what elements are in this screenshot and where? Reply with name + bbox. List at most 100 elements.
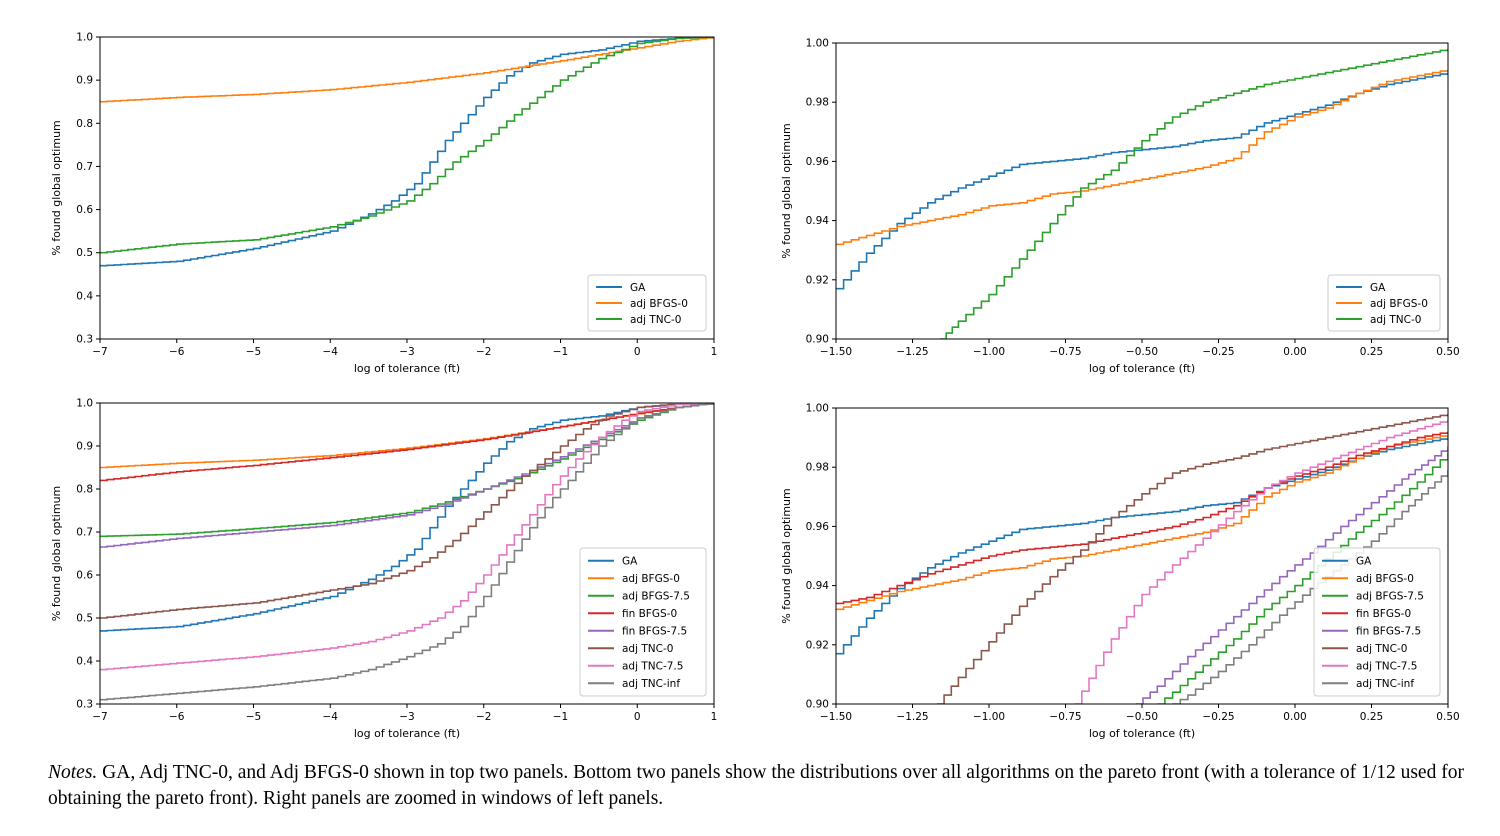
legend-label: GA: [622, 556, 638, 568]
series-line-adj-tnc-inf: [100, 403, 714, 701]
x-tick-label: 0.25: [1360, 346, 1383, 358]
series-line-fin-bfgs-7-5: [1135, 446, 1448, 704]
legend-label: fin BFGS-0: [1356, 608, 1411, 620]
x-axis-label: log of tolerance (ft): [1089, 362, 1195, 375]
y-tick-label: 0.3: [76, 334, 93, 346]
series-group: [100, 403, 714, 701]
legend-label: adj TNC-7.5: [622, 661, 683, 673]
series-group: [836, 413, 1448, 704]
x-tick-label: −6: [169, 346, 185, 358]
series-group: [100, 37, 714, 267]
series-line-adj-tnc-7-5: [100, 403, 714, 671]
series-line-ga: [100, 37, 714, 267]
legend-label: fin BFGS-7.5: [622, 626, 687, 638]
x-tick-label: −0.50: [1126, 711, 1158, 723]
series-line-adj-tnc-0: [940, 48, 1448, 339]
y-tick-label: 1.00: [806, 38, 829, 50]
x-tick-label: 0: [634, 346, 641, 358]
x-tick-label: −3: [399, 711, 414, 723]
y-tick-label: 1.0: [76, 32, 93, 44]
x-tick-label: −4: [323, 346, 339, 358]
legend-box: [587, 274, 707, 332]
legend: GA adj BFGS-0 adj TNC-0: [1327, 274, 1441, 332]
y-tick-label: 1.0: [76, 398, 93, 410]
x-tick-label: −2: [476, 346, 491, 358]
x-tick-label: −0.25: [1202, 346, 1234, 358]
y-tick-label: 0.5: [76, 613, 93, 625]
y-tick-label: 0.8: [76, 484, 93, 496]
x-tick-label: −0.75: [1049, 711, 1081, 723]
legend-label: adj TNC-inf: [1356, 678, 1414, 690]
x-tick-label: 0.00: [1283, 346, 1306, 358]
y-tick-label: 0.94: [806, 215, 830, 227]
x-tick-label: 1: [711, 346, 718, 358]
notes-lead: Notes.: [48, 762, 98, 783]
x-tick-label: −1.50: [820, 346, 852, 358]
legend-box: [1313, 547, 1441, 697]
y-axis-label: % found global optimum: [780, 123, 793, 259]
x-axis-label: log of tolerance (ft): [354, 362, 460, 375]
figure: −7 −6 −5 −4 −3 −2 −1 0 1 0.3 0.4 0.5 0.6 0.7 0.8 0.9 1.0…: [50, 32, 1460, 741]
y-axis-label: % found global optimum: [780, 488, 793, 624]
x-tick-label: −1.00: [973, 711, 1005, 723]
series-line-ga: [100, 403, 714, 632]
legend-label: GA: [630, 282, 646, 294]
x-tick-label: −1: [553, 346, 568, 358]
x-tick-label: −1.50: [820, 711, 852, 723]
y-tick-label: 0.90: [806, 699, 829, 711]
series-line-adj-bfgs-0: [100, 37, 714, 103]
x-tick-label: 0.50: [1436, 346, 1459, 358]
legend-label: adj TNC-inf: [622, 678, 680, 690]
y-tick-label: 0.4: [76, 290, 93, 302]
notes-text: GA, Adj TNC-0, and Adj BFGS-0 shown in t…: [48, 762, 1464, 809]
x-tick-label: 1: [711, 711, 718, 723]
y-tick-label: 0.9: [76, 441, 93, 453]
x-tick-label: 0.00: [1283, 711, 1306, 723]
legend-box: [579, 547, 707, 697]
y-tick-label: 0.94: [806, 580, 830, 592]
x-tick-label: −0.25: [1202, 711, 1234, 723]
x-tick-label: −2: [476, 711, 491, 723]
series-line-adj-bfgs-7-5: [1157, 452, 1448, 704]
y-tick-label: 0.98: [806, 97, 829, 109]
x-tick-label: −5: [246, 711, 261, 723]
y-axis-label: % found global optimum: [50, 120, 63, 256]
y-tick-label: 0.4: [76, 656, 93, 668]
y-tick-label: 0.90: [806, 334, 829, 346]
y-tick-label: 0.92: [806, 274, 829, 286]
x-axis-label: log of tolerance (ft): [354, 727, 460, 740]
legend-label: fin BFGS-7.5: [1356, 626, 1421, 638]
legend: GA adj BFGS-0 adj BFGS-7.5 fin BFGS-0 fin BF…: [579, 547, 707, 697]
legend-label: adj TNC-0: [1356, 643, 1407, 655]
legend-label: fin BFGS-0: [622, 608, 677, 620]
series-line-adj-bfgs-0: [836, 434, 1448, 611]
legend-label: adj TNC-0: [622, 643, 673, 655]
x-tick-label: −0.50: [1126, 346, 1158, 358]
x-tick-label: 0.25: [1360, 711, 1383, 723]
series-line-adj-tnc-0: [937, 413, 1448, 704]
y-tick-label: 0.96: [806, 521, 830, 533]
y-tick-label: 0.5: [76, 247, 93, 259]
legend-label: adj BFGS-0: [622, 573, 680, 585]
x-axis-label: log of tolerance (ft): [1089, 727, 1195, 740]
x-tick-label: 0.50: [1436, 711, 1459, 723]
series-line-adj-tnc-0: [100, 37, 714, 254]
series-group: [836, 48, 1448, 339]
legend-label: GA: [1356, 556, 1372, 568]
x-tick-label: −3: [399, 346, 414, 358]
y-tick-label: 1.00: [806, 403, 829, 415]
chart-bottom-right: −1.50 −1.25 −1.00 −0.75 −0.50 −0.25 0.00 0.25 0.…: [780, 403, 1460, 741]
x-tick-label: −1.25: [896, 711, 928, 723]
legend-label: adj BFGS-7.5: [622, 591, 690, 603]
x-tick-label: −6: [169, 711, 185, 723]
x-tick-label: −7: [92, 346, 107, 358]
series-line-adj-tnc-7-5: [1074, 419, 1448, 704]
y-axis-label: % found global optimum: [50, 486, 63, 622]
chart-top-left: −7 −6 −5 −4 −3 −2 −1 0 1 0.3 0.4 0.5 0.6 0.7 0.8 0.9 1.0…: [50, 32, 717, 376]
legend: GA adj BFGS-0 adj BFGS-7.5 fin BFGS-0 fin BF…: [1313, 547, 1441, 697]
legend-label: adj TNC-0: [630, 314, 681, 326]
legend-label: adj BFGS-0: [1370, 298, 1428, 310]
y-tick-label: 0.7: [76, 161, 93, 173]
x-tick-label: −0.75: [1049, 346, 1081, 358]
figure-notes: Notes. GA, Adj TNC-0, and Adj BFGS-0 sho…: [48, 760, 1468, 812]
